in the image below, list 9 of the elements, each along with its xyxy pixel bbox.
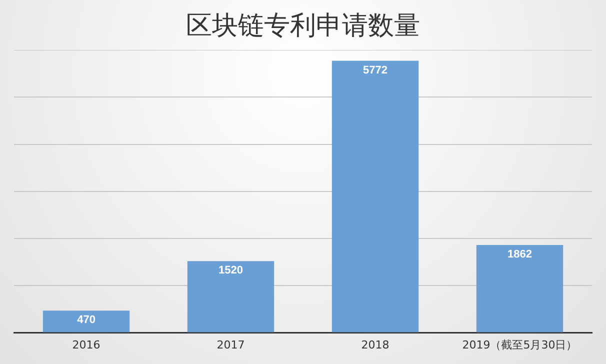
chart-title: 区块链专利申请数量: [185, 10, 421, 42]
data-label: 5772: [363, 64, 388, 76]
x-tick-label: 2016: [72, 338, 100, 352]
data-label: 1862: [508, 248, 532, 261]
data-label: 470: [77, 314, 96, 326]
x-tick-label: 2019（截至5月30日）: [462, 338, 578, 352]
x-tick-label: 2018: [361, 338, 390, 352]
data-label: 1520: [218, 264, 243, 277]
x-tick-label: 2017: [216, 338, 245, 352]
